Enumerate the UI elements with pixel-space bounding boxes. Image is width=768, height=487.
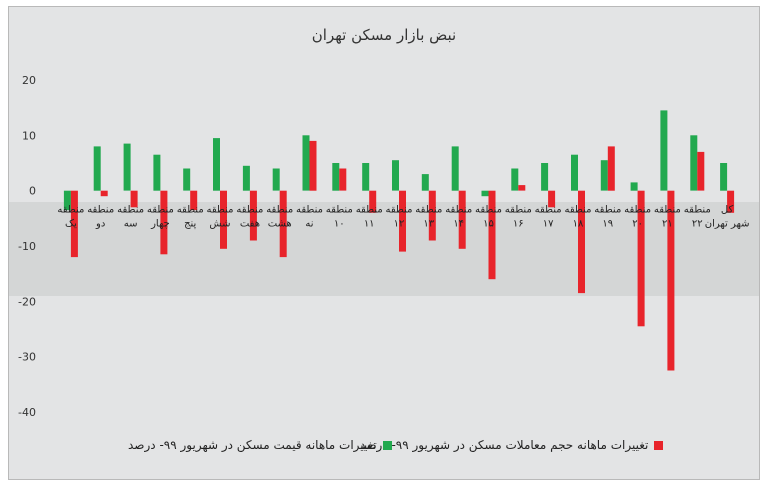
category-label: منطقه دو	[87, 205, 114, 230]
volume-change-bar	[458, 190, 466, 249]
volume-change-bar	[697, 151, 705, 191]
price-change-bar	[720, 163, 728, 191]
category-label: منطقه ۱۶	[505, 205, 532, 230]
y-tick-label: 10	[22, 129, 36, 142]
y-tick-label: -20	[18, 295, 36, 308]
volume-change-bar	[399, 190, 406, 252]
price-change-bar	[660, 110, 668, 191]
volume-change-bar	[160, 190, 168, 255]
price-change-bar	[392, 160, 399, 191]
volume-change-bar	[607, 146, 615, 191]
volume-change-bar	[279, 190, 287, 258]
price-change-bar	[123, 143, 131, 191]
category-label: منطقه ۱۷	[535, 205, 562, 230]
category-label: منطقه ۱۹	[594, 205, 621, 230]
price-change-bar	[690, 135, 698, 191]
volume-change-bar	[100, 190, 108, 197]
volume-change-bar	[339, 168, 347, 191]
y-tick-label: -10	[18, 240, 36, 253]
legend-label-volume: تغییرات ماهانه حجم معاملات مسکن در شهریو…	[360, 438, 649, 452]
volume-change-bar	[727, 190, 735, 213]
price-change-bar	[183, 168, 191, 191]
category-label: منطقه ۱۵	[475, 205, 502, 230]
volume-change-bar	[190, 190, 198, 211]
volume-change-bar	[548, 190, 556, 208]
legend-item-volume: تغییرات ماهانه حجم معاملات مسکن در شهریو…	[360, 438, 664, 452]
price-change-bar	[571, 154, 578, 191]
volume-change-bar	[249, 190, 257, 241]
category-label: منطقه پنج	[177, 205, 204, 230]
category-label: منطقه ۱۱	[356, 205, 383, 230]
price-change-bar	[511, 168, 519, 191]
price-change-bar	[600, 160, 608, 191]
price-change-bar	[541, 163, 549, 191]
volume-change-bar	[130, 190, 138, 208]
price-change-bar	[362, 163, 370, 191]
price-change-bar	[302, 135, 310, 191]
price-change-bar	[630, 182, 638, 191]
watermark-strip	[9, 202, 759, 296]
legend-swatch-price	[382, 440, 392, 450]
category-label: منطقه هشت	[266, 205, 293, 230]
price-change-bar	[421, 174, 429, 191]
legend-label-price: تغییرات ماهانه قیمت مسکن در شهریور ۹۹- د…	[128, 438, 377, 452]
volume-change-bar	[488, 190, 496, 280]
category-label: منطقه ۱۳	[415, 205, 442, 230]
category-label: کل شهر تهران	[705, 205, 750, 230]
price-change-bar	[242, 165, 250, 191]
category-label: منطقه ۱۴	[445, 205, 472, 230]
watermark-band	[9, 202, 759, 296]
bars	[63, 110, 735, 371]
y-tick-label: -40	[18, 406, 36, 419]
y-axis: 20 10 0 -10 -20 -30 -40	[18, 74, 36, 419]
category-label: منطقه ۱۲	[386, 205, 413, 230]
volume-change-bar	[220, 190, 227, 249]
price-change-bar	[93, 146, 101, 191]
price-change-bar	[63, 190, 71, 211]
price-change-bar	[272, 168, 280, 191]
y-tick-label: -30	[18, 351, 36, 364]
category-label: منطقه ۱۰	[326, 205, 353, 230]
category-label: منطقه چهار	[147, 205, 174, 230]
price-change-bar	[451, 146, 459, 191]
volume-change-bar	[578, 190, 585, 294]
category-label: منطقه سه	[117, 205, 144, 230]
volume-change-bar	[637, 190, 645, 327]
y-tick-label: 0	[29, 185, 36, 198]
price-change-bar	[213, 138, 220, 191]
chart-title: نبض بازار مسکن تهران	[311, 26, 457, 44]
volume-change-bar	[309, 140, 317, 191]
y-tick-label: 20	[22, 74, 36, 87]
category-label: منطقه ۲۲	[684, 205, 711, 230]
volume-change-bar	[70, 190, 78, 258]
volume-change-bar	[428, 190, 436, 241]
category-label: منطقه ۱۸	[565, 205, 592, 230]
price-change-bar	[153, 154, 161, 191]
price-change-bar	[332, 163, 340, 191]
volume-change-bar	[369, 190, 377, 213]
legend-item-price: تغییرات ماهانه قیمت مسکن در شهریور ۹۹- د…	[128, 438, 392, 452]
category-label: منطقه شش	[207, 205, 234, 230]
volume-change-bar	[667, 190, 675, 371]
price-change-bar	[481, 190, 489, 197]
category-label: منطقه ۲۱	[654, 205, 681, 230]
legend-swatch-volume	[654, 440, 664, 450]
category-label: منطقه یک	[57, 205, 84, 230]
volume-change-bar	[518, 185, 526, 191]
category-label: منطقه هفت	[236, 205, 263, 230]
category-label: منطقه نه	[296, 205, 323, 230]
category-label: منطقه ۲۰	[624, 205, 651, 230]
